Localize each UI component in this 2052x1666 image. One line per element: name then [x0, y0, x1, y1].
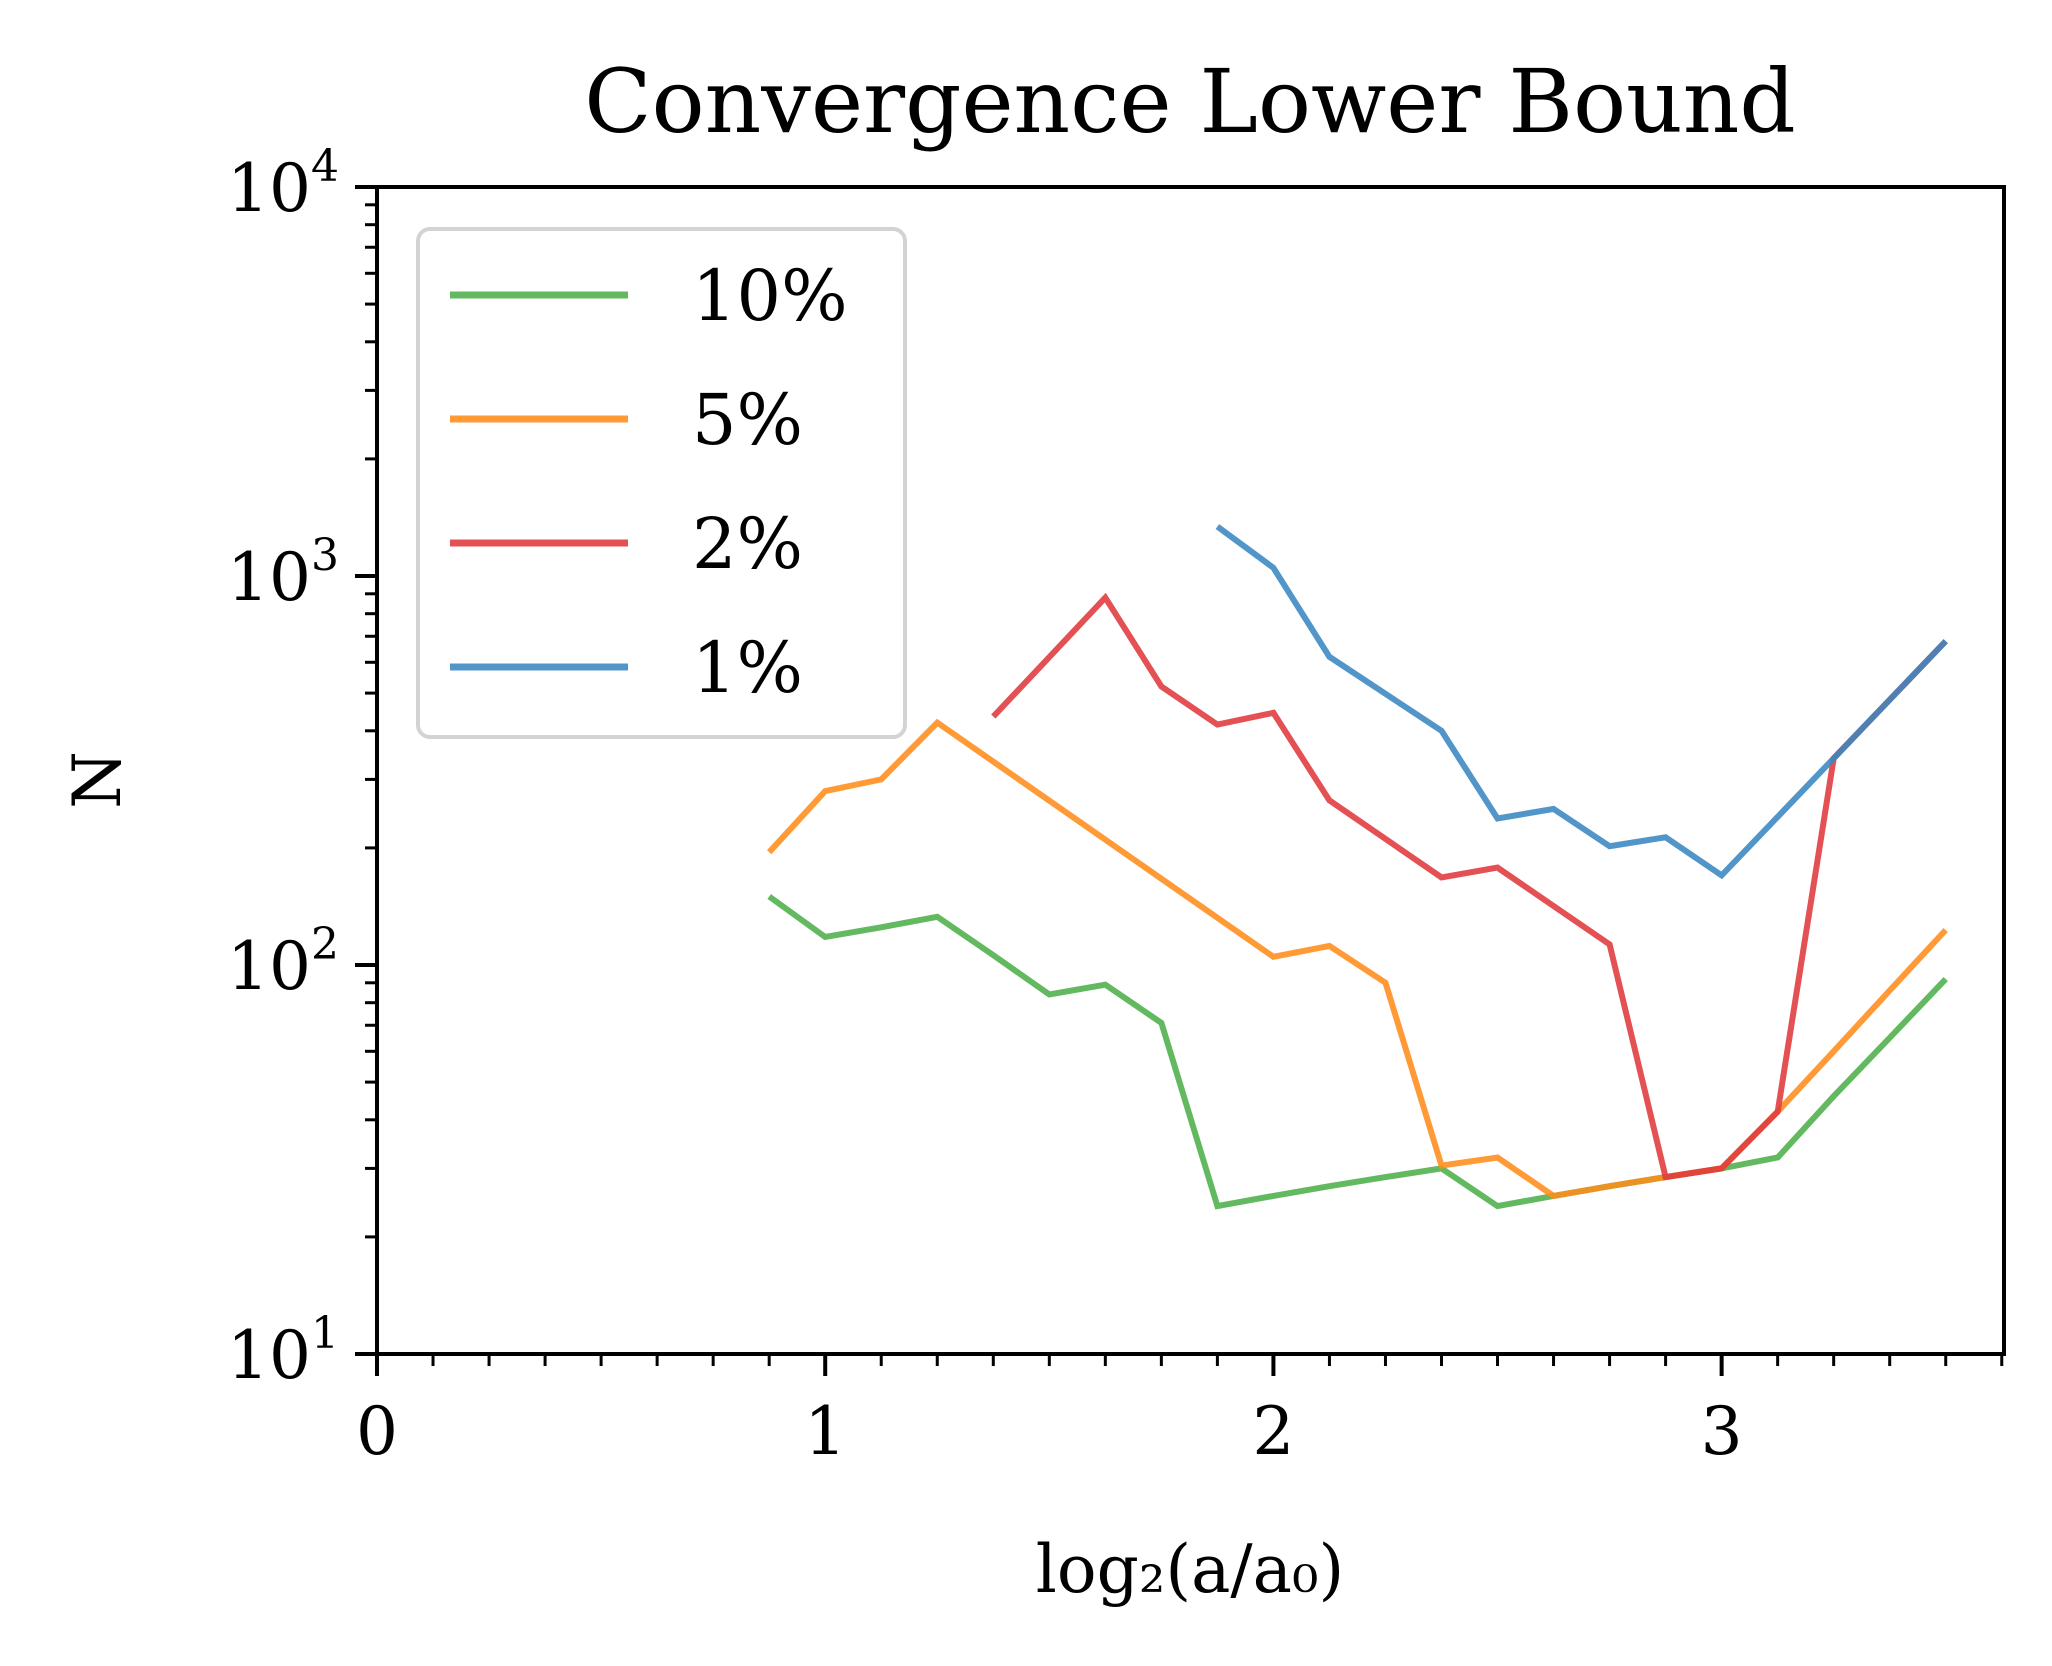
legend-label-0: 10% [692, 255, 848, 337]
y-tick-label: 102 [227, 919, 339, 1005]
legend-box [416, 227, 907, 739]
ticks-layer: 0 1 2 3 101 102 103 104 [227, 141, 2004, 1470]
x-tick-label: 3 [1701, 1393, 1743, 1470]
legend-label-1: 5% [692, 379, 803, 461]
x-tick-label: 0 [356, 1393, 398, 1470]
legend-label-2: 2% [692, 503, 803, 585]
legend-label-3: 1% [692, 627, 803, 709]
series-line-1 [766, 718, 1948, 1200]
legend: 10% 5% 2% 1% [416, 227, 907, 739]
y-tick-label: 103 [227, 530, 339, 616]
plot-frame [375, 185, 2006, 1356]
series-line-3 [1215, 524, 1948, 880]
x-tick-label: 2 [1252, 1393, 1294, 1470]
series-line-2 [991, 592, 1948, 1181]
series-line-0 [767, 894, 1948, 1210]
y-axis-label: N [59, 751, 136, 809]
chart-title: Convergence Lower Bound [584, 50, 1795, 153]
x-axis-label: log₂(a/a₀) [1036, 1531, 1344, 1608]
y-tick-label: 104 [227, 141, 339, 227]
series-layer [766, 524, 1948, 1210]
x-tick-label: 1 [804, 1393, 846, 1470]
y-tick-label: 101 [227, 1308, 339, 1394]
